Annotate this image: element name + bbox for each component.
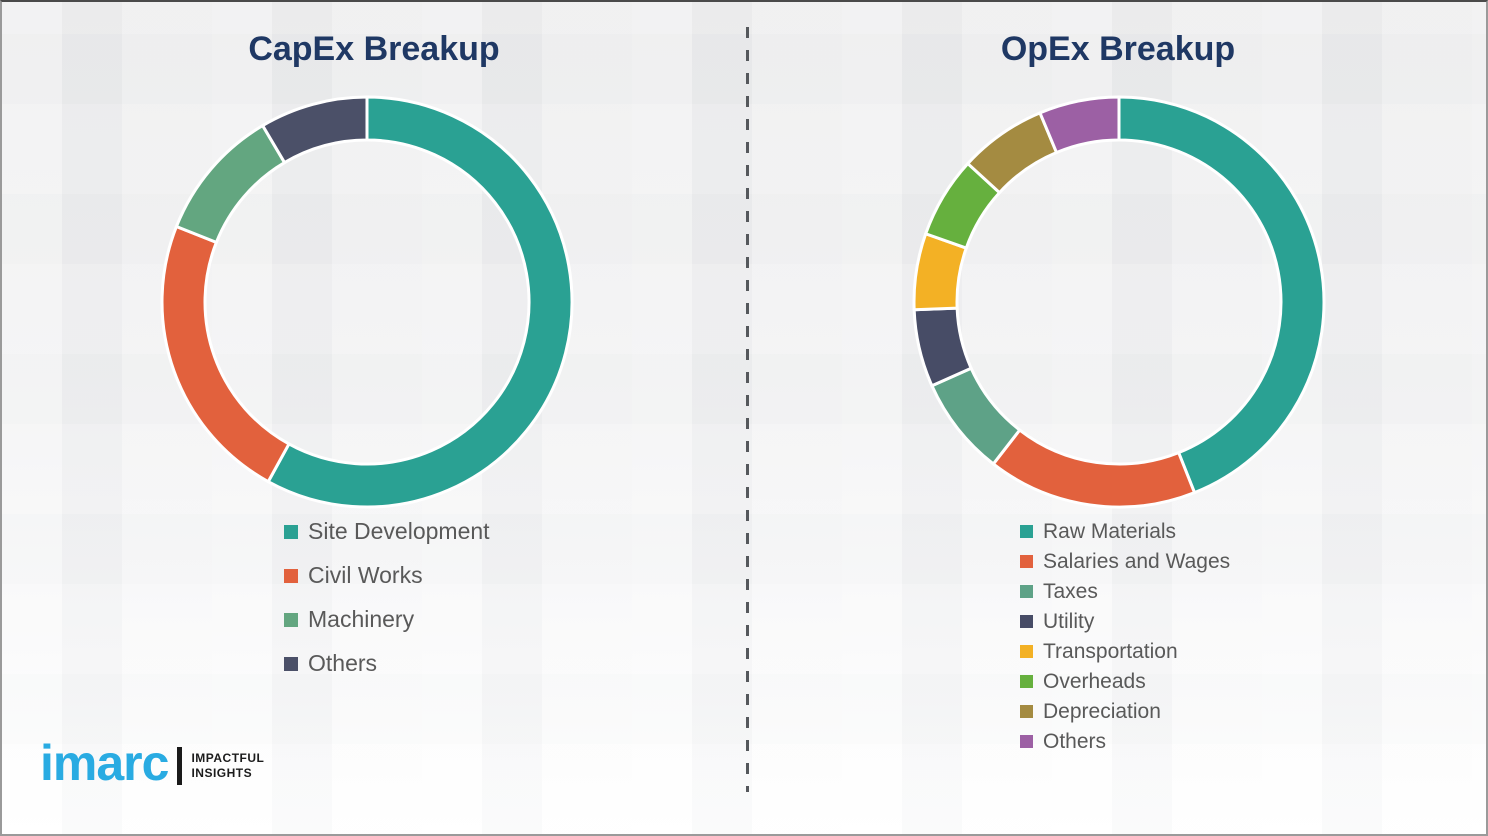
legend-item-machinery: Machinery [284, 604, 490, 635]
donut-segment-civil-works [160, 225, 291, 484]
legend-swatch-icon [1020, 555, 1033, 568]
legend-item-depreciation: Depreciation [1020, 700, 1230, 723]
logo-divider-bar [177, 747, 183, 785]
legend-label: Utility [1043, 609, 1095, 633]
opex-donut-chart [912, 95, 1326, 509]
logo-tagline: IMPACTFUL INSIGHTS [191, 751, 264, 781]
legend-item-utility: Utility [1020, 610, 1230, 633]
legend-label: Site Development [308, 518, 490, 544]
opex-legend: Raw Materials Salaries and Wages Taxes Util… [1020, 520, 1230, 753]
legend-swatch-icon [284, 656, 298, 671]
legend-label: Taxes [1043, 579, 1098, 603]
donut-segment-others [1038, 95, 1121, 155]
legend-label: Depreciation [1043, 699, 1161, 723]
legend-label: Raw Materials [1043, 519, 1177, 543]
capex-donut-chart [160, 95, 574, 509]
legend-swatch-icon [1020, 675, 1033, 688]
legend-swatch-icon [1020, 735, 1033, 748]
legend-swatch-icon [284, 568, 298, 583]
imarc-logo-wordmark: imarc [40, 735, 169, 791]
donut-segment-others [261, 95, 369, 165]
legend-label: Civil Works [308, 562, 423, 588]
legend-item-site-development: Site Development [284, 516, 490, 547]
legend-item-others: Others [284, 648, 490, 679]
legend-item-taxes: Taxes [1020, 580, 1230, 603]
legend-label: Transportation [1043, 639, 1178, 663]
logo-tagline-line2: INSIGHTS [191, 766, 253, 780]
donut-segment-site-development [266, 95, 574, 509]
legend-item-transportation: Transportation [1020, 640, 1230, 663]
legend-label: Salaries and Wages [1043, 549, 1231, 573]
legend-label: Others [308, 650, 378, 676]
legend-item-salaries-and-wages: Salaries and Wages [1020, 550, 1230, 573]
legend-item-raw-materials: Raw Materials [1020, 520, 1230, 543]
legend-swatch-icon [1020, 615, 1033, 628]
legend-item-others: Others [1020, 730, 1230, 753]
vertical-dashed-divider [746, 27, 749, 792]
donut-segment-machinery [174, 124, 287, 244]
imarc-logo: imarc IMPACTFUL INSIGHTS [40, 738, 264, 788]
legend-label: Overheads [1043, 669, 1146, 693]
capex-legend: Site Development Civil Works Machinery Othe… [284, 516, 490, 679]
legend-swatch-icon [1020, 645, 1033, 658]
legend-item-overheads: Overheads [1020, 670, 1230, 693]
legend-label: Others [1043, 729, 1107, 753]
legend-swatch-icon [1020, 585, 1033, 598]
donut-segment-raw-materials [1117, 95, 1326, 495]
legend-swatch-icon [1020, 705, 1033, 718]
logo-tagline-line1: IMPACTFUL [191, 751, 265, 765]
legend-swatch-icon [284, 524, 298, 539]
legend-item-civil-works: Civil Works [284, 560, 490, 591]
legend-label: Machinery [308, 606, 415, 632]
legend-swatch-icon [284, 612, 298, 627]
legend-swatch-icon [1020, 525, 1033, 538]
donut-segment-salaries-and-wages [991, 428, 1196, 509]
capex-chart-title: CapEx Breakup [248, 30, 500, 68]
opex-chart-title: OpEx Breakup [1000, 30, 1236, 68]
